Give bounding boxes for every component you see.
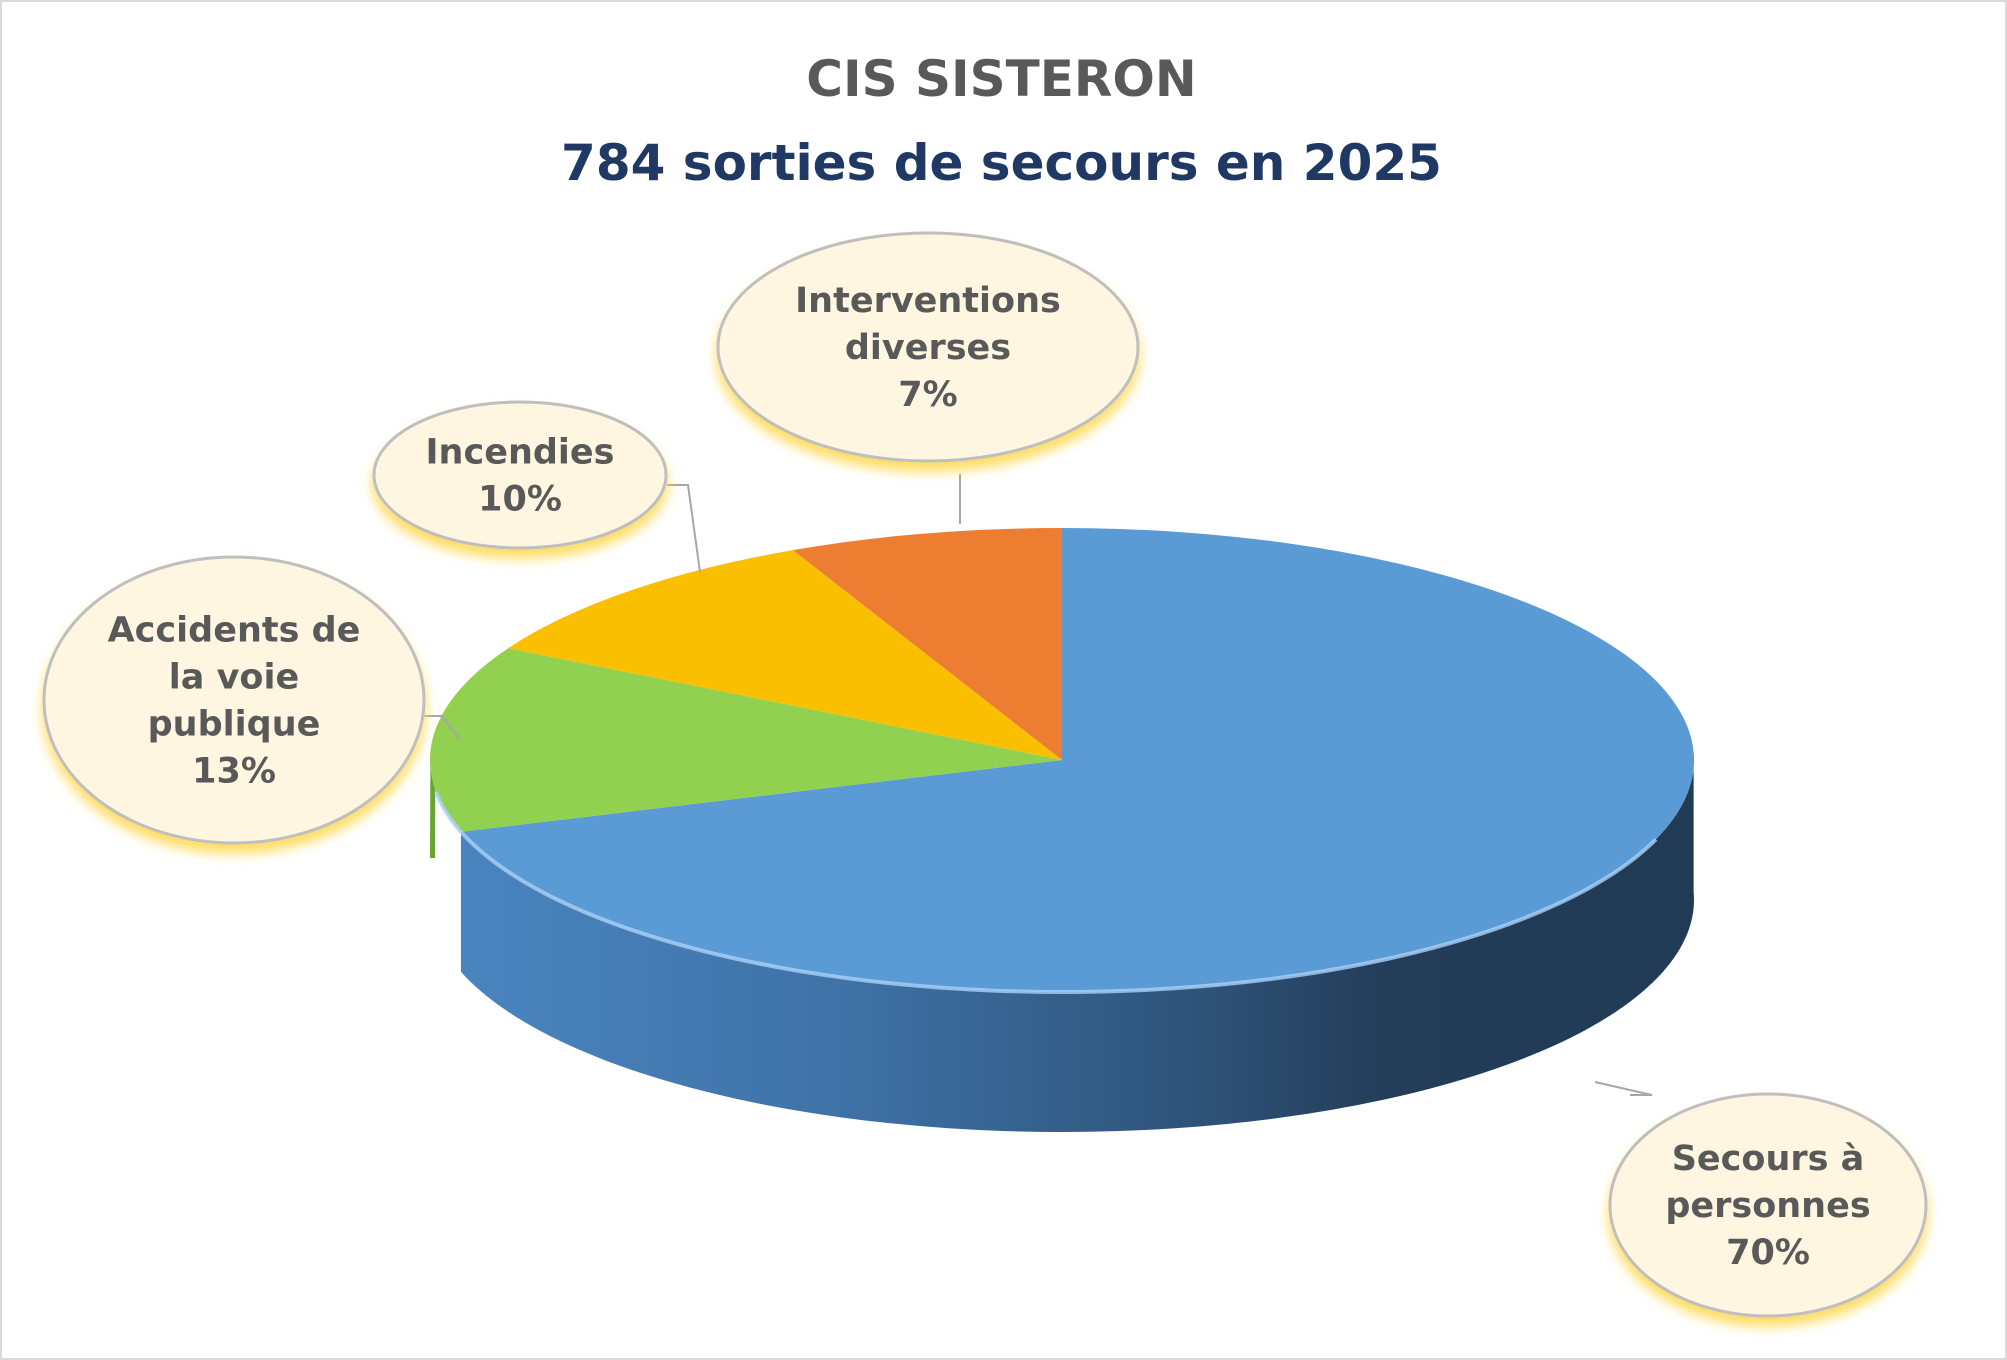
data-label-percent: 7% <box>898 375 957 415</box>
data-label-category: Secours à <box>1672 1139 1865 1179</box>
data-label-1: Accidents de la voie publique 13% <box>42 555 426 845</box>
chart-subtitle: 784 sorties de secours en 2025 <box>561 134 1442 192</box>
data-label-category: Accidents de <box>108 611 361 651</box>
data-label-bubble <box>42 555 426 845</box>
data-label-category: diverses <box>845 328 1011 368</box>
data-label-category: la voie <box>169 658 299 698</box>
data-label-bubble <box>716 231 1140 463</box>
data-label-bubble <box>1608 1092 1928 1318</box>
pie-side-accidents <box>430 768 436 858</box>
chart-title: CIS SISTERON <box>806 50 1197 108</box>
data-label-percent: 70% <box>1726 1233 1810 1273</box>
pie-rim-highlight <box>434 791 1658 994</box>
pie-slice-0 <box>460 528 1694 993</box>
pie-slice-1 <box>429 648 1062 832</box>
data-label-category: personnes <box>1665 1186 1870 1226</box>
data-labels: Secours à personnes 70% Accidents de la voie… <box>42 231 1928 1318</box>
data-label-2: Incendies 10% <box>372 400 668 550</box>
pie-top <box>429 528 1694 994</box>
pie-slice-2 <box>508 550 1062 760</box>
leader-line-1 <box>424 715 461 741</box>
leader-line-2 <box>667 484 701 573</box>
data-label-category: Interventions <box>795 281 1061 321</box>
data-label-bubble <box>372 400 668 550</box>
leader-lines <box>424 474 1653 1096</box>
data-label-percent: 13% <box>192 752 276 792</box>
pie-side <box>430 751 1695 1132</box>
pie-side-secours <box>460 751 1695 1132</box>
data-label-category: Incendies <box>426 433 615 473</box>
data-label-category: publique <box>148 705 321 745</box>
leader-line-0 <box>1594 1081 1653 1096</box>
data-label-3: Interventions diverses 7% <box>716 231 1140 463</box>
data-label-0: Secours à personnes 70% <box>1608 1092 1928 1318</box>
data-label-percent: 10% <box>478 480 562 520</box>
pie-slice-3 <box>792 528 1062 760</box>
